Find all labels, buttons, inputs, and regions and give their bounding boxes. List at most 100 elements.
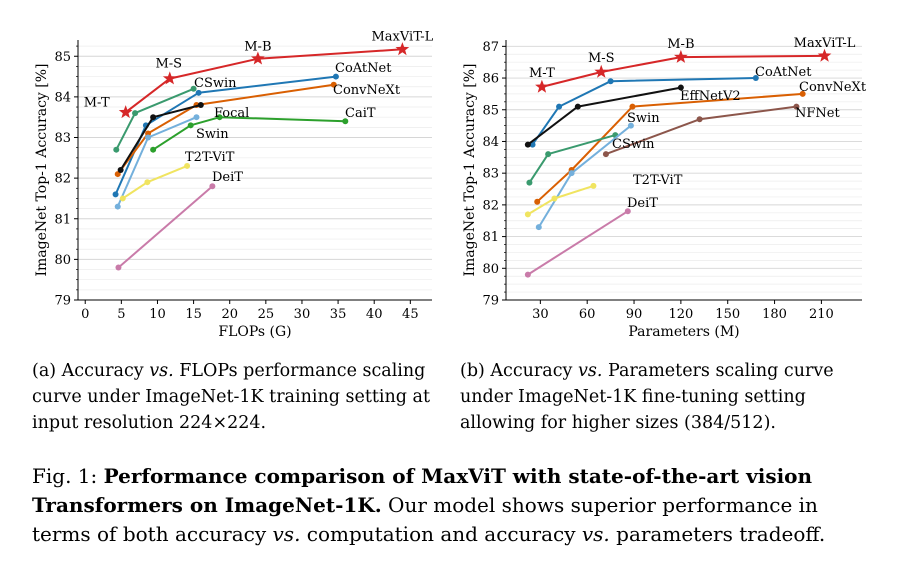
params-series-deit-point bbox=[524, 271, 531, 278]
caption-a-vs: vs. bbox=[149, 361, 174, 381]
flops-series-cswin-point bbox=[190, 85, 197, 92]
flops-series-focal-point bbox=[150, 114, 157, 121]
flops-series-label: CoAtNet bbox=[335, 61, 392, 76]
params-series-cswin-point bbox=[545, 151, 552, 158]
figure-caption-vs-1: vs. bbox=[272, 522, 301, 546]
params-series-convnext-point bbox=[534, 198, 541, 205]
flops-x-tick-label: 30 bbox=[294, 307, 311, 322]
params-x-tick-label: 210 bbox=[809, 307, 834, 322]
params-series-t2t-vit-point bbox=[524, 211, 531, 218]
flops-series-deit-point bbox=[115, 264, 122, 271]
flops-series-t2t-vit-point bbox=[144, 179, 151, 186]
caption-b-prefix: (b) Accuracy bbox=[460, 361, 578, 381]
params-series-cswin-point bbox=[526, 179, 533, 186]
params-series-maxvit-point-label: M-S bbox=[588, 51, 615, 66]
figure-caption-bold: Performance comparison of MaxViT with st… bbox=[32, 464, 813, 517]
flops-x-tick-label: 40 bbox=[366, 307, 383, 322]
caption-b: (b) Accuracy vs. Parameters scaling curv… bbox=[460, 358, 872, 436]
flops-series-t2t-vit-point bbox=[184, 162, 191, 169]
params-series-maxvit-star bbox=[674, 49, 688, 63]
flops-y-tick-label: 84 bbox=[54, 90, 71, 105]
flops-y-tick-label: 82 bbox=[54, 172, 71, 187]
flops-series-maxvit-point-label: M-S bbox=[155, 57, 182, 72]
caption-b-vs: vs. bbox=[577, 361, 603, 381]
flops-series-label: ConvNeXt bbox=[333, 83, 401, 98]
params-y-tick-label: 84 bbox=[482, 135, 499, 150]
flops-series-t2t-vit-point bbox=[119, 195, 126, 202]
figure-caption-mid: Our model shows superior performance in … bbox=[32, 493, 818, 546]
params-series-nfnet-point bbox=[793, 103, 800, 110]
flops-series-swin-point bbox=[145, 134, 152, 141]
params-x-tick-label: 150 bbox=[715, 307, 740, 322]
params-series-convnext-point bbox=[799, 90, 806, 97]
params-y-tick-label: 81 bbox=[482, 230, 499, 245]
flops-series-maxvit-star bbox=[395, 42, 410, 56]
params-series-deit-point bbox=[624, 208, 631, 215]
flops-series-label: T2T-ViT bbox=[185, 150, 235, 165]
flops-x-tick-label: 0 bbox=[81, 307, 89, 322]
figure-caption-prefix: Fig. 1: bbox=[32, 464, 104, 488]
params-x-tick-label: 120 bbox=[668, 307, 693, 322]
flops-series-focal-point bbox=[117, 167, 124, 173]
flops-x-tick-label: 35 bbox=[330, 307, 347, 322]
params-y-tick-label: 82 bbox=[482, 198, 499, 213]
flops-x-tick-label: 10 bbox=[149, 307, 166, 322]
params-series-label: ConvNeXt bbox=[799, 80, 867, 95]
params-series-effnetv2-point bbox=[677, 84, 684, 91]
flops-series-cswin-point bbox=[132, 110, 139, 117]
flops-series-coatnet-point bbox=[332, 73, 339, 80]
params-y-tick-label: 79 bbox=[482, 294, 499, 309]
flops-x-axis-label: FLOPs (G) bbox=[218, 324, 291, 340]
flops-series-label: Swin bbox=[196, 127, 229, 142]
flops-series-convnext-point bbox=[330, 81, 337, 88]
flops-series-label: CSwin bbox=[194, 76, 237, 91]
params-x-tick-label: 90 bbox=[626, 307, 643, 322]
params-series-t2t-vit-point bbox=[551, 195, 558, 202]
params-y-tick-label: 80 bbox=[482, 262, 499, 277]
caption-a: (a) Accuracy vs. FLOPs performance scali… bbox=[32, 358, 442, 436]
flops-series-maxvit-star bbox=[118, 105, 133, 119]
flops-series-focal-point bbox=[197, 102, 204, 108]
flops-y-tick-label: 81 bbox=[54, 212, 71, 227]
params-series-effnetv2-point bbox=[524, 141, 531, 148]
params-series-coatnet-line bbox=[531, 77, 756, 146]
params-y-tick-label: 86 bbox=[482, 72, 499, 87]
params-series-nfnet-point bbox=[696, 116, 703, 123]
flops-x-tick-label: 25 bbox=[258, 307, 275, 322]
flops-x-tick-label: 5 bbox=[117, 307, 125, 322]
flops-series-maxvit-line bbox=[125, 48, 403, 114]
params-series-maxvit-point-label: M-B bbox=[667, 37, 694, 52]
flops-y-axis-label: ImageNet Top-1 Accuracy [%] bbox=[34, 63, 50, 276]
params-x-tick-label: 180 bbox=[762, 307, 787, 322]
params-series-t2t-vit-point bbox=[590, 182, 597, 189]
flops-series-coatnet-line bbox=[114, 75, 337, 195]
caption-b-rest: Parameters scaling curve under ImageNet-… bbox=[460, 361, 834, 433]
params-y-tick-label: 85 bbox=[482, 103, 499, 118]
flops-series-coatnet-point bbox=[112, 191, 119, 198]
flops-series-label: Focal bbox=[214, 106, 249, 121]
params-series-nfnet-point bbox=[602, 151, 609, 158]
params-x-tick-label: 60 bbox=[579, 307, 596, 322]
params-series-deit-line bbox=[527, 210, 629, 276]
flops-x-tick-label: 20 bbox=[221, 307, 238, 322]
params-x-axis-label: Parameters (M) bbox=[628, 324, 739, 340]
caption-a-rest: FLOPs performance scaling curve under Im… bbox=[32, 361, 430, 433]
params-series-effnetv2-point bbox=[574, 103, 581, 110]
flops-series-cait-point bbox=[150, 146, 157, 153]
flops-series-maxvit-point-label: MaxViT-L bbox=[372, 29, 434, 44]
flops-series-maxvit-star bbox=[251, 51, 265, 65]
flops-series-swin-point bbox=[193, 114, 200, 121]
flops-series-cait-point bbox=[342, 118, 349, 125]
chart-flops: 79 80 81 82 83 84 85 0 5 10 15 20 25 30 35 40 45 FLOPs (G… bbox=[34, 29, 434, 340]
params-series-label: T2T-ViT bbox=[633, 173, 683, 188]
params-y-tick-label: 87 bbox=[482, 40, 499, 55]
params-series-swin-point bbox=[568, 170, 575, 177]
params-series-maxvit-point-label: M-T bbox=[529, 66, 555, 81]
flops-series-deit-line bbox=[117, 185, 214, 269]
flops-series-cait-point bbox=[187, 122, 194, 129]
flops-series-label: DeiT bbox=[212, 170, 243, 185]
flops-series-maxvit-point-label: M-B bbox=[244, 40, 271, 55]
flops-y-tick-label: 80 bbox=[54, 253, 71, 268]
params-series-coatnet-point bbox=[607, 78, 614, 85]
